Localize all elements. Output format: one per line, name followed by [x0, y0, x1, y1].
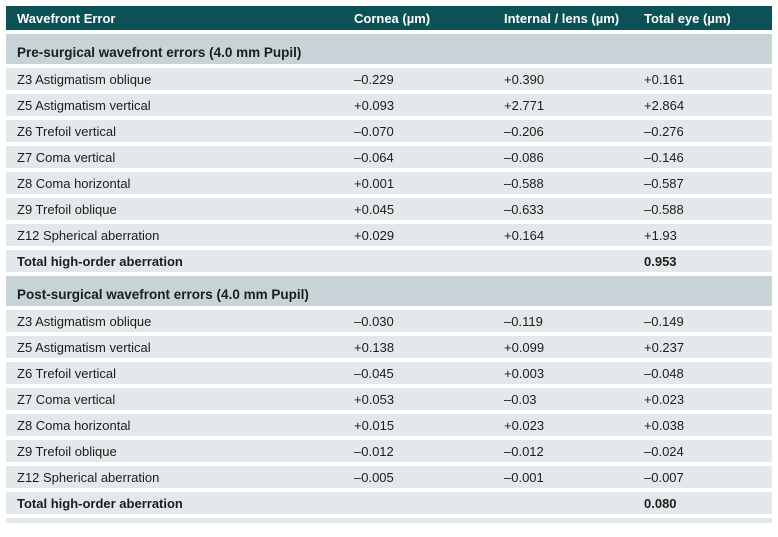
row-value: –0.149: [644, 313, 684, 329]
row-value: +0.099: [504, 339, 545, 355]
row-value: –0.024: [644, 443, 684, 459]
row-value: –0.146: [644, 149, 684, 165]
table-bottom-edge: [6, 518, 772, 523]
table-row: Z3 Astigmatism oblique –0.229 +0.390 +0.161: [6, 68, 772, 90]
total-row: Total high-order aberration 0.080: [6, 492, 772, 514]
row-label: Z6 Trefoil vertical: [17, 365, 116, 381]
row-value: +0.038: [644, 417, 685, 433]
row-value: +0.053: [354, 391, 395, 407]
table-row: Z12 Spherical aberration –0.005 –0.001 –0.0…: [6, 466, 772, 488]
row-value: +0.045: [354, 201, 395, 217]
row-value: +0.093: [354, 97, 395, 113]
row-value: –0.048: [644, 365, 684, 381]
row-value: 0.080: [644, 495, 677, 511]
table-row: Z8 Coma horizontal +0.001 –0.588 –0.587: [6, 172, 772, 194]
row-label: Z7 Coma vertical: [17, 149, 116, 165]
row-label: Z5 Astigmatism vertical: [17, 339, 151, 355]
column-header-total-eye: Total eye (µm): [644, 10, 731, 26]
row-label: Z7 Coma vertical: [17, 391, 116, 407]
row-value: +0.029: [354, 227, 395, 243]
row-value: –0.030: [354, 313, 394, 329]
table-row: Z7 Coma vertical +0.053 –0.03 +0.023: [6, 388, 772, 410]
table-row: Z5 Astigmatism vertical +0.138 +0.099 +0.23…: [6, 336, 772, 358]
table-row: Z6 Trefoil vertical –0.070 –0.206 –0.276: [6, 120, 772, 142]
table-row: Z3 Astigmatism oblique –0.030 –0.119 –0.149: [6, 310, 772, 332]
table-row: Z12 Spherical aberration +0.029 +0.164 +1.9…: [6, 224, 772, 246]
section-header: Post-surgical wavefront errors (4.0 mm P…: [6, 276, 772, 306]
row-label: Z8 Coma horizontal: [17, 175, 131, 191]
row-label: Z9 Trefoil oblique: [17, 201, 117, 217]
row-value: –0.587: [644, 175, 684, 191]
row-value: +0.003: [504, 365, 545, 381]
row-value: –0.588: [504, 175, 544, 191]
row-value: –0.001: [504, 469, 544, 485]
row-label: Z12 Spherical aberration: [17, 227, 160, 243]
row-value: –0.03: [504, 391, 537, 407]
table-row: Z9 Trefoil oblique –0.012 –0.012 –0.024: [6, 440, 772, 462]
row-label: Z8 Coma horizontal: [17, 417, 131, 433]
row-value: +0.161: [644, 71, 685, 87]
row-value: +1.93: [644, 227, 677, 243]
row-value: –0.070: [354, 123, 394, 139]
row-value: +0.015: [354, 417, 395, 433]
row-value: –0.588: [644, 201, 684, 217]
row-value: +0.164: [504, 227, 545, 243]
table-row: Z8 Coma horizontal +0.015 +0.023 +0.038: [6, 414, 772, 436]
row-value: –0.206: [504, 123, 544, 139]
row-value: –0.064: [354, 149, 394, 165]
row-value: +0.001: [354, 175, 395, 191]
row-value: –0.012: [504, 443, 544, 459]
row-label: Total high-order aberration: [17, 495, 183, 511]
table-row: Z7 Coma vertical –0.064 –0.086 –0.146: [6, 146, 772, 168]
table-row: Z5 Astigmatism vertical +0.093 +2.771 +2.86…: [6, 94, 772, 116]
row-value: –0.086: [504, 149, 544, 165]
row-value: +2.864: [644, 97, 685, 113]
row-label: Z6 Trefoil vertical: [17, 123, 116, 139]
row-value: –0.012: [354, 443, 394, 459]
row-value: –0.229: [354, 71, 394, 87]
row-label: Z3 Astigmatism oblique: [17, 71, 152, 87]
row-value: +0.023: [644, 391, 685, 407]
row-value: –0.633: [504, 201, 544, 217]
total-row: Total high-order aberration 0.953: [6, 250, 772, 272]
column-header-cornea: Cornea (µm): [354, 10, 431, 26]
table-body: Pre-surgical wavefront errors (4.0 mm Pu…: [6, 34, 772, 514]
row-value: +2.771: [504, 97, 545, 113]
row-label: Z9 Trefoil oblique: [17, 443, 117, 459]
row-value: 0.953: [644, 253, 677, 269]
row-label: Z5 Astigmatism vertical: [17, 97, 151, 113]
table-header-row: Wavefront Error Cornea (µm) Internal / l…: [6, 6, 772, 30]
row-value: +0.023: [504, 417, 545, 433]
row-label: Z3 Astigmatism oblique: [17, 313, 152, 329]
table-row: Z6 Trefoil vertical –0.045 +0.003 –0.048: [6, 362, 772, 384]
row-value: –0.007: [644, 469, 684, 485]
row-value: –0.119: [504, 313, 543, 329]
column-header-wavefront-error: Wavefront Error: [17, 10, 116, 26]
row-value: –0.045: [354, 365, 394, 381]
row-value: +0.390: [504, 71, 545, 87]
column-header-internal-lens: Internal / lens (µm): [504, 10, 620, 26]
table-row: Z9 Trefoil oblique +0.045 –0.633 –0.588: [6, 198, 772, 220]
section-header: Pre-surgical wavefront errors (4.0 mm Pu…: [6, 34, 772, 64]
row-label: Z12 Spherical aberration: [17, 469, 160, 485]
row-value: +0.138: [354, 339, 395, 355]
row-value: +0.237: [644, 339, 685, 355]
row-value: –0.005: [354, 469, 394, 485]
row-label: Total high-order aberration: [17, 253, 183, 269]
row-value: –0.276: [644, 123, 684, 139]
